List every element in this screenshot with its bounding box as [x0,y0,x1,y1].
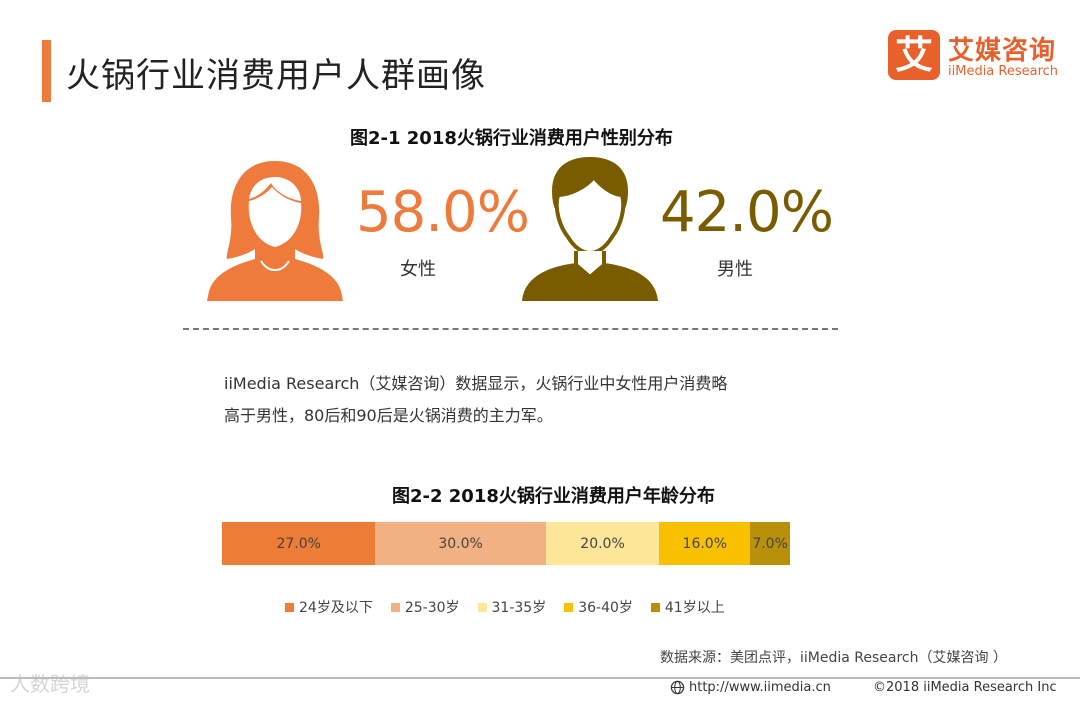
dashed-divider [183,328,838,330]
data-source: 数据来源：美团点评，iiMedia Research（艾媒咨询 ） [660,650,1007,666]
female-label: 女性 [400,259,436,280]
legend-swatch [390,602,400,612]
legend-label: 31-35岁 [491,600,547,616]
legend-item: 24岁及以下 [285,597,373,617]
age-legend: 24岁及以下 25-30岁 31-35岁 36-40岁 41岁以上 [285,597,725,617]
figure1-title: 图2-1 2018火锅行业消费用户性别分布 [350,128,673,149]
bar-segment-5: 7.0% [750,522,790,565]
footer-copyright: ©2018 iiMedia Research Inc [873,680,1057,695]
legend-swatch [477,602,487,612]
male-label: 男性 [717,259,753,280]
bar-data-label: 27.0% [276,535,321,552]
description-text: iiMedia Research（艾媒咨询）数据显示，火锅行业中女性用户消费略 … [224,368,824,432]
legend-label: 25-30岁 [404,600,460,616]
footer-url[interactable]: http://www.iimedia.cn [670,680,831,695]
legend-label: 41岁以上 [664,600,725,616]
title-accent-bar [42,40,51,102]
bar-segment-3: 20.0% [545,522,660,565]
iimedia-logo: 艾 艾媒咨询 iiMedia Research [888,30,1063,82]
female-percent: 58.0% [356,180,530,245]
footer-divider [0,677,1080,679]
bar-data-label: 7.0% [752,535,788,552]
bar-data-label: 16.0% [682,535,728,552]
legend-label: 36-40岁 [578,600,633,616]
page-title: 火锅行业消费用户人群画像 [66,56,486,96]
male-percent: 42.0% [660,180,834,245]
logo-mark-icon: 艾 [888,30,940,80]
bar-data-label: 20.0% [580,535,625,552]
legend-item: 36-40岁 [564,597,633,617]
legend-swatch [285,602,294,612]
description-line-1: iiMedia Research（艾媒咨询）数据显示，火锅行业中女性用户消费略 [224,374,728,393]
bar-segment-4: 16.0% [659,522,751,565]
bar-segment-1: 27.0% [222,522,376,565]
legend-item: 31-35岁 [477,597,547,617]
male-avatar-icon [522,157,658,301]
female-avatar-icon [207,161,343,301]
figure2-title: 图2-2 2018火锅行业消费用户年龄分布 [392,486,715,507]
age-stacked-bar: 27.0% 30.0% 20.0% 16.0% 7.0% [222,522,790,565]
description-line-2: 高于男性，80后和90后是火锅消费的主力军。 [224,406,553,425]
watermark-text: 人数跨境 [10,672,90,696]
globe-icon [670,680,685,695]
logo-english-text: iiMedia Research [948,64,1059,79]
footer-url-text: http://www.iimedia.cn [689,680,831,695]
bar-data-label: 30.0% [438,535,483,552]
legend-item: 25-30岁 [390,597,460,617]
legend-swatch [564,602,574,612]
legend-swatch [650,602,660,612]
logo-chinese-text: 艾媒咨询 [948,36,1057,66]
legend-item: 41岁以上 [650,597,725,617]
bar-segment-2: 30.0% [375,522,546,565]
legend-label: 24岁及以下 [299,600,373,616]
